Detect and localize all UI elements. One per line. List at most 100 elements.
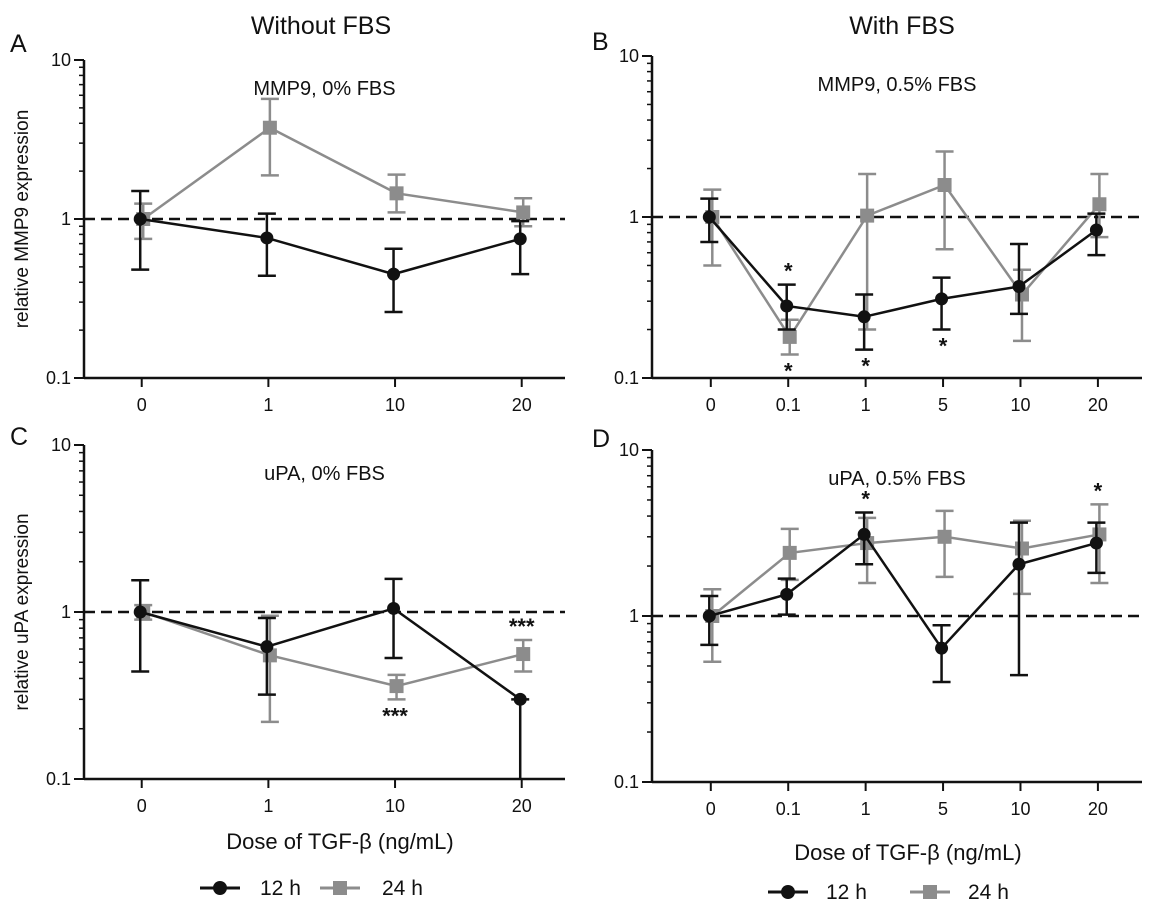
x-tick-label: 20 [1088, 799, 1108, 819]
series-line [139, 607, 521, 701]
data-point [1089, 536, 1103, 550]
legend-right: 12 h 24 h [768, 881, 1009, 902]
column-title-with-fbs: With FBS [849, 12, 955, 40]
panel-b: B MMP9, 0.5% FBS 0.1 1 10 0 0.1 1 5 10 20 * * * * [592, 28, 1142, 415]
panel-letter: D [592, 425, 610, 453]
data-point [857, 527, 871, 541]
y-axis-label: relative MMP9 expression [12, 110, 33, 329]
x-tick-label: 0 [137, 395, 147, 415]
data-point [702, 609, 716, 623]
data-point [1089, 223, 1103, 237]
series-line [708, 532, 1097, 651]
panel-title: MMP9, 0.5% FBS [818, 74, 977, 96]
data-point [1012, 557, 1026, 571]
x-tick-label: 5 [938, 395, 948, 415]
panel-title: uPA, 0.5% FBS [828, 468, 965, 490]
legend-marker-24h [333, 881, 347, 895]
data-point [782, 545, 797, 560]
x-tick-label: 5 [938, 799, 948, 819]
legend-label-12h: 12 h [826, 881, 867, 902]
data-point [133, 212, 147, 226]
y-tick-label: 1 [629, 606, 639, 626]
panel-letter: A [10, 30, 27, 58]
series-12h [131, 577, 530, 779]
y-tick-label: 0.1 [46, 368, 71, 388]
data-point [513, 232, 527, 246]
data-point [516, 205, 531, 220]
panel-title: uPA, 0% FBS [264, 463, 385, 485]
x-tick-label: 20 [1088, 395, 1108, 415]
series-12h [700, 511, 1106, 684]
y-axis-label: relative uPA expression [12, 513, 33, 710]
data-point [857, 310, 871, 324]
data-point [516, 647, 531, 662]
data-point [860, 208, 875, 223]
significance-marker: * [784, 358, 793, 383]
data-point [389, 679, 404, 694]
y-tick-label: 0.1 [614, 368, 639, 388]
series-line [140, 217, 521, 276]
data-point [1014, 541, 1029, 556]
x-tick-label: 10 [385, 796, 405, 816]
data-point [935, 641, 949, 655]
legend-marker-12h [781, 885, 795, 899]
panel-a: A MMP9, 0% FBS relative MMP9 expression 0.1… [10, 30, 565, 415]
legend-marker-12h [213, 881, 227, 895]
y-tick-label: 0.1 [614, 772, 639, 792]
x-tick-label: 1 [263, 796, 273, 816]
data-point [1092, 197, 1107, 212]
x-tick-label: 0.1 [776, 395, 801, 415]
x-tick-label: 10 [1010, 395, 1030, 415]
y-tick-label: 1 [61, 602, 71, 622]
y-tick-label: 1 [61, 209, 71, 229]
data-point [937, 529, 952, 544]
legend-left: 12 h 24 h [200, 877, 423, 900]
x-tick-label: 0.1 [776, 799, 801, 819]
data-point [702, 210, 716, 224]
series-12h [131, 189, 530, 314]
data-point [260, 231, 274, 245]
x-tick-label: 0 [706, 799, 716, 819]
y-tick-label: 10 [619, 46, 639, 66]
y-tick-label: 0.1 [46, 769, 71, 789]
legend-marker-24h [923, 885, 937, 899]
significance-marker: * [861, 354, 870, 379]
y-tick-label: 10 [619, 440, 639, 460]
data-point [389, 186, 404, 201]
data-point [387, 601, 401, 615]
series-line [142, 126, 524, 221]
significance-marker: *** [509, 614, 535, 639]
data-point [937, 178, 952, 193]
series-24h [134, 603, 533, 724]
legend-label-24h: 24 h [382, 877, 423, 900]
panels: A MMP9, 0% FBS relative MMP9 expression 0.1… [10, 28, 1142, 819]
panel-title: MMP9, 0% FBS [253, 78, 395, 100]
significance-marker: * [1094, 478, 1103, 503]
y-tick-label: 10 [51, 435, 71, 455]
x-tick-label: 1 [861, 799, 871, 819]
series-24h [703, 150, 1109, 356]
series-line [708, 216, 1098, 319]
x-tick-label: 20 [512, 395, 532, 415]
data-point [782, 329, 797, 344]
series-24h [703, 503, 1109, 664]
legend-label-24h: 24 h [968, 881, 1009, 902]
x-axis-label-right: Dose of TGF-β (ng/mL) [794, 840, 1021, 865]
data-point [262, 120, 277, 135]
series-line [711, 183, 1101, 340]
data-point [133, 605, 147, 619]
data-point [780, 587, 794, 601]
y-tick-label: 1 [629, 207, 639, 227]
significance-marker: * [939, 334, 948, 359]
significance-marker: * [861, 487, 870, 512]
series-line [142, 610, 524, 688]
x-tick-label: 1 [263, 395, 273, 415]
x-tick-label: 1 [861, 395, 871, 415]
series-line [711, 533, 1100, 617]
data-point [780, 299, 794, 313]
panel-letter: C [10, 423, 28, 451]
data-point [260, 640, 274, 654]
